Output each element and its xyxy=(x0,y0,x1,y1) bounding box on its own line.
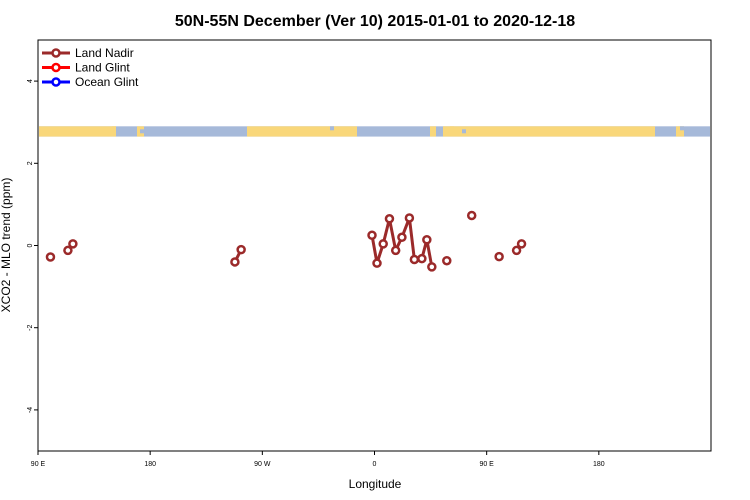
x-axis-label: Longitude xyxy=(349,477,402,491)
data-point xyxy=(236,244,246,255)
legend-label: Land Nadir xyxy=(75,46,134,60)
legend-marker xyxy=(51,62,61,73)
legend-marker xyxy=(51,48,61,58)
y-tick-label: 4 xyxy=(27,79,34,83)
data-point xyxy=(397,232,407,243)
chart-title: 50N-55N December (Ver 10) 2015-01-01 to … xyxy=(175,13,575,30)
data-point xyxy=(378,239,388,249)
y-tick-label: 0 xyxy=(27,243,34,247)
map-strip xyxy=(39,126,710,137)
map-land-speck xyxy=(140,129,144,134)
y-tick-label: -2 xyxy=(27,324,34,330)
map-land-region xyxy=(39,126,116,137)
data-point xyxy=(68,239,78,249)
data-point xyxy=(442,255,452,266)
data-point xyxy=(230,257,240,267)
x-tick-label: 0 xyxy=(373,461,377,468)
data-point xyxy=(367,230,377,240)
map-land-speck xyxy=(680,126,684,131)
map-land-region xyxy=(247,126,357,137)
y-axis: -4 -2 0 2 4 xyxy=(27,79,38,413)
map-ocean-band xyxy=(39,126,710,137)
legend-marker xyxy=(51,77,61,87)
data-point xyxy=(390,245,401,256)
x-tick-label: 90 W xyxy=(254,461,271,468)
x-axis: 90 E 180 90 W 0 90 E 180 xyxy=(31,451,605,468)
map-land-speck xyxy=(112,126,116,131)
data-point xyxy=(427,262,437,272)
data-point xyxy=(384,214,395,224)
map-land-speck xyxy=(462,129,466,134)
x-tick-label: 180 xyxy=(593,461,605,468)
map-land-speck xyxy=(256,132,260,137)
map-land-speck xyxy=(438,132,442,137)
data-point xyxy=(511,245,522,256)
map-land-region xyxy=(443,126,655,137)
legend-label: Land Glint xyxy=(75,61,130,75)
data-point xyxy=(372,258,382,268)
data-point xyxy=(404,213,415,223)
map-land-speck xyxy=(650,132,654,137)
y-axis-label: XCO2 - MLO trend (ppm) xyxy=(0,178,13,313)
y-tick-label: -4 xyxy=(27,407,34,413)
x-tick-label: 90 E xyxy=(31,461,46,468)
y-tick-label: 2 xyxy=(27,161,34,165)
data-point xyxy=(466,210,477,221)
map-land-region xyxy=(430,126,436,137)
map-land-speck xyxy=(450,126,454,131)
series-group xyxy=(45,210,527,272)
data-point xyxy=(422,234,432,245)
series-layer xyxy=(45,210,527,272)
data-point xyxy=(516,239,527,249)
data-point xyxy=(45,252,56,262)
map-land-speck xyxy=(330,126,334,131)
x-tick-label: 180 xyxy=(144,461,156,468)
data-point xyxy=(409,254,420,265)
data-point xyxy=(494,251,504,262)
data-point xyxy=(417,253,427,264)
data-point xyxy=(63,245,73,256)
map-land-speck xyxy=(345,129,349,134)
legend-label: Ocean Glint xyxy=(75,75,139,89)
map-land-region xyxy=(676,126,684,137)
x-tick-label: 90 E xyxy=(479,461,494,468)
